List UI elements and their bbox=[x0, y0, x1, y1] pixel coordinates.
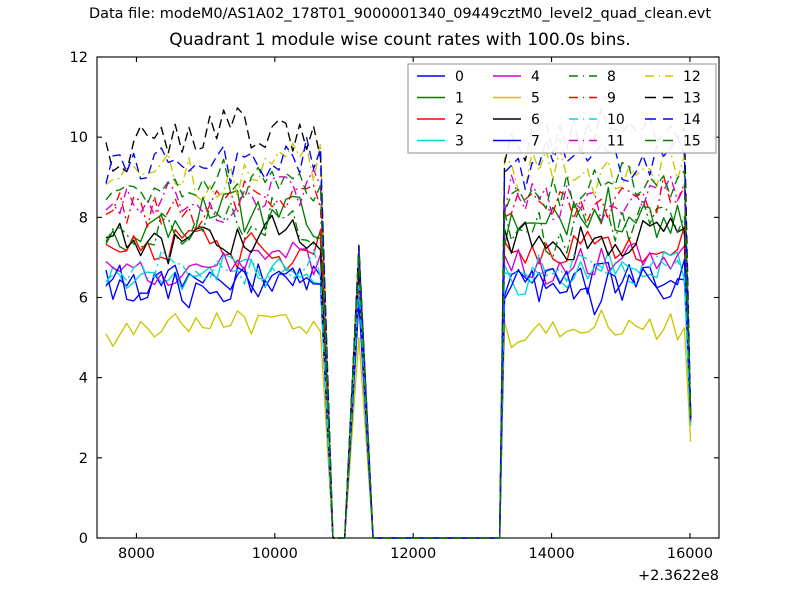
series-line-2 bbox=[105, 225, 692, 539]
series-line-9 bbox=[105, 175, 692, 539]
axis-ticks: 8000 10000 12000 14000 16000024681012+2.3622… bbox=[70, 50, 719, 584]
legend-label-9: 9 bbox=[607, 91, 616, 107]
series-line-5 bbox=[105, 309, 692, 539]
series-line-14 bbox=[105, 135, 692, 539]
y-tick-label: 6 bbox=[79, 291, 88, 307]
series-line-12 bbox=[105, 142, 692, 539]
x-tick-label: 12000 bbox=[390, 546, 436, 562]
legend-label-3: 3 bbox=[455, 134, 464, 150]
legend-label-11: 11 bbox=[607, 134, 625, 150]
legend-label-15: 15 bbox=[683, 134, 701, 150]
y-tick-label: 2 bbox=[79, 451, 88, 467]
legend-label-2: 2 bbox=[455, 112, 464, 128]
x-tick-label: 14000 bbox=[528, 546, 574, 562]
y-tick-label: 4 bbox=[79, 371, 88, 387]
x-tick-label: 10000 bbox=[252, 546, 298, 562]
legend-label-7: 7 bbox=[531, 134, 540, 150]
series-line-4 bbox=[105, 241, 692, 539]
x-tick-label: 8000 bbox=[118, 546, 155, 562]
legend-label-13: 13 bbox=[683, 91, 701, 107]
legend-label-4: 4 bbox=[531, 69, 540, 85]
series-line-8 bbox=[105, 196, 692, 539]
legend-label-12: 12 bbox=[683, 69, 701, 85]
y-tick-label: 10 bbox=[70, 130, 88, 146]
y-tick-label: 8 bbox=[79, 210, 88, 226]
y-tick-label: 12 bbox=[70, 50, 88, 66]
series-line-7 bbox=[105, 258, 692, 539]
legend-label-1: 1 bbox=[455, 91, 464, 107]
data-file-label: Data file: modeM0/AS1A02_178T01_90000013… bbox=[88, 6, 712, 22]
legend-label-0: 0 bbox=[455, 69, 464, 85]
y-tick-label: 0 bbox=[79, 531, 88, 547]
legend-label-6: 6 bbox=[531, 112, 540, 128]
series-line-15 bbox=[105, 158, 692, 539]
legend-label-8: 8 bbox=[607, 69, 616, 85]
legend-label-10: 10 bbox=[607, 112, 625, 128]
legend-label-14: 14 bbox=[683, 112, 701, 128]
page-title: Quadrant 1 module wise count rates with … bbox=[169, 30, 631, 50]
x-axis-offset-label: +2.3622e8 bbox=[638, 568, 719, 584]
series-group bbox=[105, 107, 692, 539]
series-line-11 bbox=[105, 168, 692, 539]
legend-label-5: 5 bbox=[531, 91, 540, 107]
x-tick-label: 16000 bbox=[667, 546, 713, 562]
series-line-0 bbox=[105, 261, 692, 539]
